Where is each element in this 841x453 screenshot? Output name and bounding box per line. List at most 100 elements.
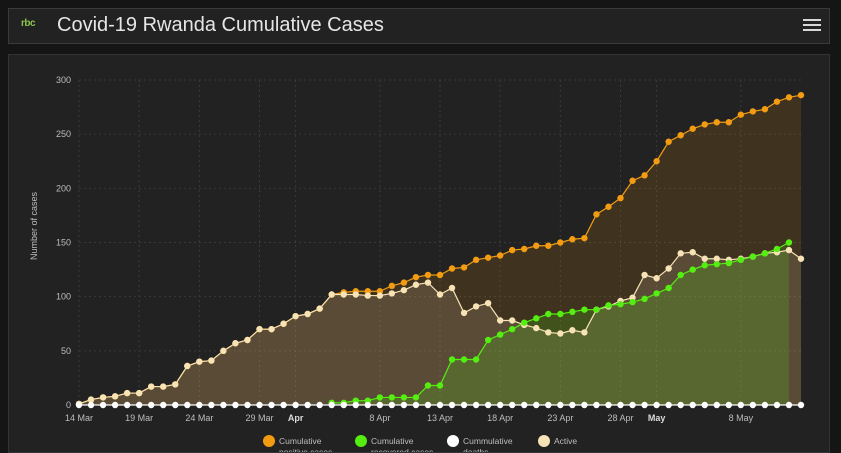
- data-point: [412, 281, 420, 288]
- data-point: [436, 271, 444, 279]
- data-point: [545, 242, 552, 249]
- data-point: [557, 330, 564, 337]
- data-point: [677, 271, 684, 279]
- data-point: [737, 401, 745, 409]
- hamburger-menu-icon[interactable]: [803, 16, 821, 34]
- data-point: [713, 401, 720, 409]
- data-point: [208, 401, 215, 409]
- data-point: [761, 250, 769, 257]
- rbc-logo: rbc: [21, 18, 36, 29]
- y-tick-label: 0: [66, 400, 71, 410]
- app-header: rbc Covid-19 Rwanda Cumulative Cases: [8, 8, 830, 44]
- data-point: [749, 401, 757, 409]
- data-point: [400, 394, 408, 401]
- data-point: [496, 331, 504, 338]
- data-point: [352, 401, 359, 409]
- data-point: [268, 325, 275, 333]
- data-point: [617, 401, 624, 409]
- data-point: [99, 401, 107, 409]
- data-point: [400, 279, 408, 286]
- data-point: [87, 396, 95, 403]
- data-point: [713, 119, 720, 126]
- data-point: [749, 253, 757, 260]
- data-point: [533, 242, 540, 249]
- data-point: [460, 309, 468, 317]
- data-point: [689, 266, 696, 273]
- data-point: [545, 310, 552, 318]
- data-point: [689, 249, 696, 256]
- data-point: [484, 401, 492, 409]
- data-point: [653, 290, 660, 297]
- data-point: [605, 203, 612, 210]
- data-point: [605, 401, 612, 409]
- data-point: [761, 106, 769, 113]
- data-point: [388, 401, 396, 409]
- data-point: [605, 302, 612, 309]
- data-point: [509, 325, 516, 333]
- data-point: [123, 389, 131, 397]
- data-point: [557, 239, 564, 246]
- data-point: [400, 286, 408, 294]
- data-point: [713, 260, 720, 268]
- page-title: Covid-19 Rwanda Cumulative Cases: [57, 14, 384, 36]
- data-point: [135, 389, 143, 397]
- data-point: [484, 336, 492, 344]
- data-point: [701, 121, 708, 128]
- data-point: [509, 317, 516, 324]
- data-point: [316, 401, 323, 409]
- data-point: [292, 312, 299, 320]
- data-point: [533, 315, 540, 322]
- data-point: [448, 284, 456, 292]
- legend-marker: [538, 435, 550, 447]
- data-point: [328, 291, 335, 298]
- data-point: [629, 401, 636, 409]
- legend-marker: [355, 435, 367, 447]
- data-point: [268, 401, 275, 409]
- data-point: [617, 194, 624, 202]
- x-tick-label: 8 Apr: [369, 413, 390, 423]
- data-point: [448, 265, 456, 272]
- data-point: [689, 125, 696, 132]
- data-point: [448, 401, 456, 409]
- data-point: [593, 401, 600, 409]
- data-point: [725, 119, 732, 126]
- data-point: [436, 291, 444, 298]
- data-point: [593, 306, 600, 313]
- data-point: [184, 362, 191, 370]
- data-point: [196, 401, 203, 409]
- data-point: [713, 255, 720, 262]
- data-point: [352, 291, 359, 298]
- data-point: [725, 259, 732, 267]
- data-point: [87, 401, 95, 409]
- x-tick-label: 24 Mar: [185, 413, 213, 423]
- x-tick-label: 13 Apr: [427, 413, 453, 423]
- data-point: [569, 308, 576, 316]
- data-point: [665, 138, 672, 145]
- data-point: [232, 401, 239, 409]
- data-point: [316, 305, 323, 312]
- legend-marker: [263, 435, 275, 447]
- legend-label: Cummulative: [463, 436, 513, 446]
- data-point: [533, 324, 540, 332]
- y-tick-label: 300: [56, 75, 71, 85]
- data-point: [148, 383, 155, 390]
- y-tick-label: 100: [56, 292, 71, 302]
- data-point: [412, 394, 420, 401]
- data-point: [424, 401, 432, 409]
- data-point: [292, 401, 299, 409]
- data-point: [629, 177, 636, 184]
- data-point: [785, 239, 793, 246]
- data-point: [581, 329, 588, 336]
- data-point: [99, 394, 107, 401]
- data-point: [677, 250, 684, 257]
- legend-item[interactable]: Active: [538, 435, 577, 447]
- y-tick-label: 200: [56, 183, 71, 193]
- data-point: [533, 401, 540, 409]
- data-point: [521, 319, 528, 326]
- x-tick-label: 19 Mar: [125, 413, 153, 423]
- data-point: [184, 401, 191, 409]
- data-point: [448, 356, 456, 363]
